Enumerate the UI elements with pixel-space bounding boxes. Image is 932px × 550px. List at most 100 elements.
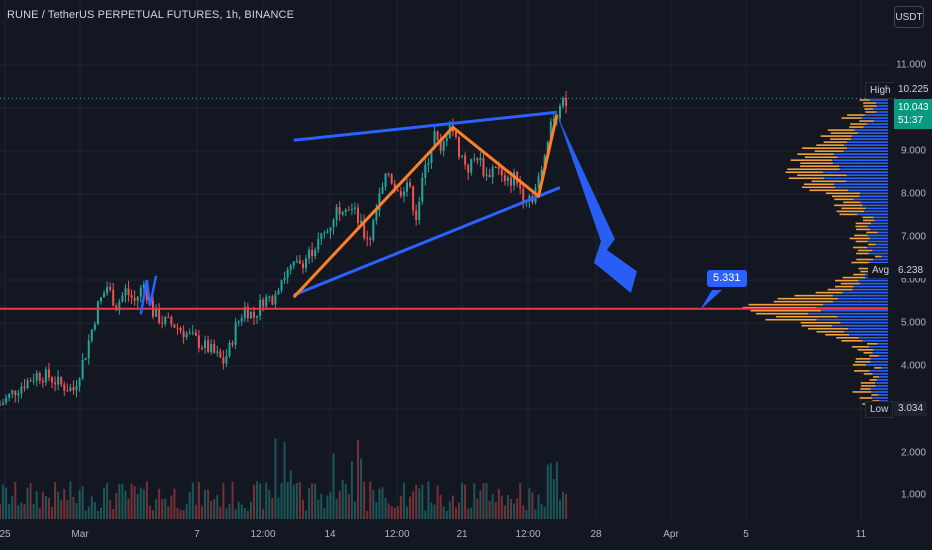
profile-bar-sell xyxy=(834,204,863,207)
profile-bar-buy xyxy=(867,240,888,243)
profile-bar-buy xyxy=(873,108,888,110)
profile-bar-sell xyxy=(785,171,824,174)
volume-bar xyxy=(72,496,75,519)
profile-bar-buy xyxy=(871,391,888,393)
profile-bar-sell xyxy=(825,192,861,195)
candle-body xyxy=(0,404,1,406)
profile-bar-sell xyxy=(836,336,859,339)
volume-bar xyxy=(259,483,262,519)
volume-bar xyxy=(191,482,194,519)
volume-bar xyxy=(78,490,81,519)
candle-body xyxy=(256,315,259,318)
profile-bar-buy xyxy=(846,180,888,183)
volume-bar xyxy=(237,501,240,519)
down-arrow-drawing[interactable] xyxy=(556,114,637,293)
volume-bar xyxy=(265,482,268,519)
volume-bar xyxy=(500,495,503,519)
currency-unit-button[interactable]: USDT xyxy=(894,6,924,28)
volume-bar xyxy=(256,481,259,519)
candle-body xyxy=(350,208,353,210)
candle-body xyxy=(332,220,335,228)
profile-bar-buy xyxy=(860,201,888,204)
candle-body xyxy=(439,140,442,151)
volume-bar xyxy=(225,508,228,519)
volume-bar xyxy=(234,509,237,519)
time-tick-label: 12:00 xyxy=(384,529,410,540)
volume-bar xyxy=(145,481,148,519)
volume-bar xyxy=(66,500,69,519)
trendline-lower[interactable] xyxy=(293,186,561,297)
volume-bar xyxy=(262,509,265,519)
candle-body xyxy=(219,351,222,358)
candle-body xyxy=(323,232,326,234)
candle-body xyxy=(188,332,191,334)
candle-body xyxy=(399,191,402,196)
time-tick-label: Mar xyxy=(71,529,89,540)
volume-bar xyxy=(369,481,372,519)
price-tick-label: 11.000 xyxy=(896,59,926,71)
candle-body xyxy=(60,376,63,385)
candle-body xyxy=(476,158,479,161)
profile-bar-sell xyxy=(856,252,869,255)
candle-body xyxy=(286,269,289,278)
profile-bar-buy xyxy=(843,150,888,152)
candle-body xyxy=(378,193,381,211)
profile-bar-sell xyxy=(836,210,865,213)
candle-body xyxy=(69,387,72,392)
volume-bar xyxy=(393,507,396,519)
candle-body xyxy=(249,311,252,319)
volume-bar xyxy=(378,488,381,519)
profile-bar-sell xyxy=(804,156,838,158)
candle-body xyxy=(430,148,433,163)
volume-bar xyxy=(155,499,158,519)
profile-bar-buy xyxy=(834,183,888,186)
profile-bar-buy xyxy=(849,333,888,336)
candle-body xyxy=(454,131,457,137)
profile-bar-sell xyxy=(874,367,882,369)
candle-body xyxy=(90,329,93,341)
candle-body xyxy=(234,322,237,345)
volume-bar xyxy=(167,506,170,519)
volume-bar xyxy=(164,498,167,519)
low-value: 3.034 xyxy=(894,401,928,416)
candle-body xyxy=(118,301,121,311)
volume-bar xyxy=(268,489,271,519)
trendline-upper[interactable] xyxy=(293,110,558,142)
time-tick-label: 14 xyxy=(324,529,336,540)
candle-body xyxy=(155,308,158,317)
zigzag[interactable] xyxy=(292,114,559,299)
profile-bar-sell xyxy=(815,291,843,294)
candle-body xyxy=(445,137,448,142)
profile-bar-buy xyxy=(872,352,888,354)
target-callout[interactable]: 5.331 xyxy=(707,270,747,287)
volume-bar xyxy=(427,481,430,519)
candle-body xyxy=(75,386,78,391)
early-flag-drawing[interactable] xyxy=(139,275,158,315)
volume-bar xyxy=(148,505,151,519)
volume-bar xyxy=(488,500,491,519)
profile-bar-buy xyxy=(874,382,888,384)
profile-bar-sell xyxy=(855,361,871,363)
profile-bar-sell xyxy=(790,159,832,161)
candle-body xyxy=(335,207,338,221)
low-label: Low xyxy=(865,401,894,418)
time-tick-label: 12:00 xyxy=(515,529,541,540)
profile-bar-buy xyxy=(864,210,888,213)
profile-bar-sell xyxy=(748,303,824,306)
candle-body xyxy=(562,98,565,107)
profile-bar-sell xyxy=(807,327,849,330)
candle-body xyxy=(191,332,194,334)
candle-body xyxy=(482,157,485,176)
volume-bar xyxy=(451,495,454,519)
candle-body xyxy=(464,155,467,165)
candle-body xyxy=(473,158,476,160)
drawings[interactable] xyxy=(0,97,888,315)
volume-bar xyxy=(305,510,307,519)
candle-body xyxy=(237,321,240,323)
candle-body xyxy=(204,340,207,348)
profile-bar-sell xyxy=(863,352,873,354)
profile-bar-buy xyxy=(858,279,888,282)
volume-bar xyxy=(473,483,476,519)
candle-body xyxy=(494,166,497,168)
